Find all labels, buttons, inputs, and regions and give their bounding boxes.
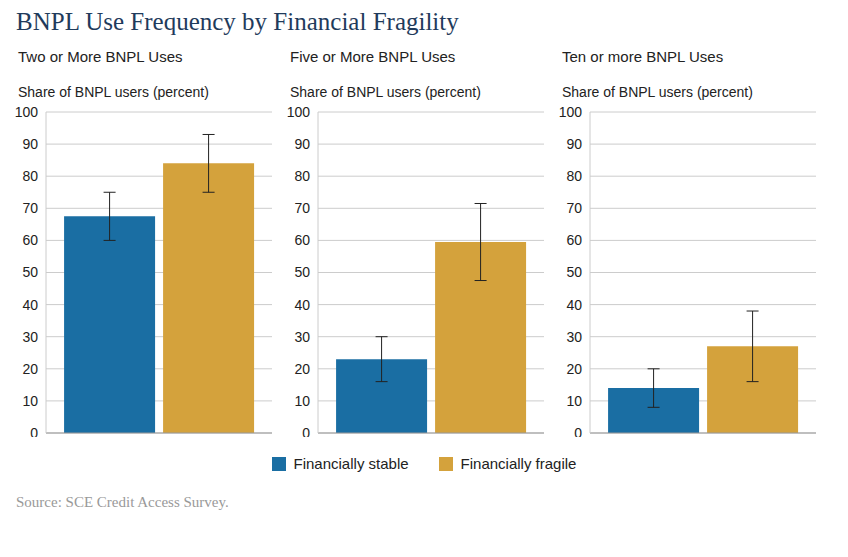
svg-text:30: 30 bbox=[294, 329, 310, 345]
svg-text:40: 40 bbox=[294, 297, 310, 313]
svg-text:80: 80 bbox=[566, 168, 582, 184]
svg-text:20: 20 bbox=[566, 361, 582, 377]
svg-text:100: 100 bbox=[15, 104, 39, 120]
html-text:Financially fragile: Financially fragile bbox=[460, 455, 577, 472]
svg-text:60: 60 bbox=[22, 232, 38, 248]
svg-text:0: 0 bbox=[302, 425, 310, 437]
svg-text:90: 90 bbox=[22, 136, 38, 152]
svg-text:50: 50 bbox=[294, 264, 310, 280]
svg-text:20: 20 bbox=[22, 361, 38, 377]
svg-text:30: 30 bbox=[22, 329, 38, 345]
svg-text:100: 100 bbox=[287, 104, 311, 120]
svg-text:40: 40 bbox=[22, 297, 38, 313]
svg-text:20: 20 bbox=[294, 361, 310, 377]
html-text:Ten or more BNPL Uses: Ten or more BNPL Uses bbox=[562, 48, 724, 65]
svg-text:40: 40 bbox=[566, 297, 582, 313]
svg-text:70: 70 bbox=[294, 200, 310, 216]
svg-text:10: 10 bbox=[566, 393, 582, 409]
html-text:Five or More BNPL Uses: Five or More BNPL Uses bbox=[290, 48, 456, 65]
svg-text:80: 80 bbox=[22, 168, 38, 184]
svg-text:60: 60 bbox=[294, 232, 310, 248]
html-text:BNPL Use Frequency by Financia: BNPL Use Frequency by Financial Fragilit… bbox=[16, 8, 459, 35]
svg-text:50: 50 bbox=[22, 264, 38, 280]
svg-text:90: 90 bbox=[294, 136, 310, 152]
svg-text:100: 100 bbox=[559, 104, 583, 120]
html-text:Share of BNPL users (percent): Share of BNPL users (percent) bbox=[290, 84, 481, 100]
svg-text:10: 10 bbox=[22, 393, 38, 409]
svg-text:50: 50 bbox=[566, 264, 582, 280]
html-text:Share of BNPL users (percent): Share of BNPL users (percent) bbox=[18, 84, 209, 100]
svg-text:90: 90 bbox=[566, 136, 582, 152]
svg-text:0: 0 bbox=[30, 425, 38, 437]
svg-text:30: 30 bbox=[566, 329, 582, 345]
html-text:Share of BNPL users (percent): Share of BNPL users (percent) bbox=[562, 84, 753, 100]
svg-text:80: 80 bbox=[294, 168, 310, 184]
html-text:Two or More BNPL Uses: Two or More BNPL Uses bbox=[18, 48, 183, 65]
svg-text:70: 70 bbox=[22, 200, 38, 216]
svg-text:10: 10 bbox=[294, 393, 310, 409]
html-text:Financially stable: Financially stable bbox=[293, 455, 409, 472]
html-text:Source: SCE Credit Access Surv: Source: SCE Credit Access Survey. bbox=[16, 494, 229, 510]
svg-text:70: 70 bbox=[566, 200, 582, 216]
svg-text:60: 60 bbox=[566, 232, 582, 248]
svg-text:0: 0 bbox=[574, 425, 582, 437]
